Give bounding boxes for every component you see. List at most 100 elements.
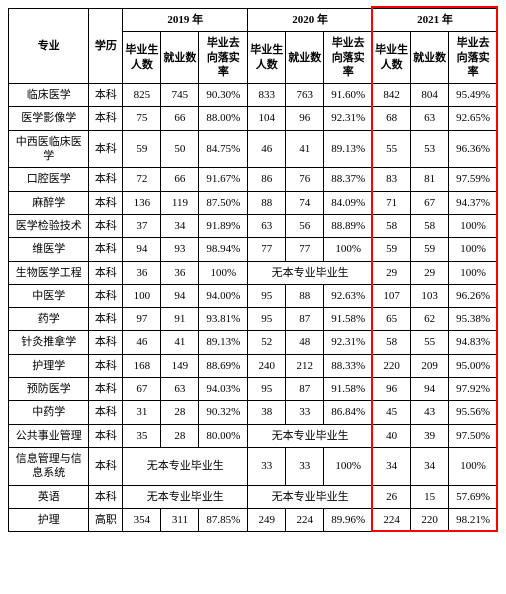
header-grads: 毕业生人数 [373,32,411,84]
cell-rate: 91.67% [199,168,248,191]
table-row: 针灸推拿学本科464189.13%524892.31%585594.83% [9,331,498,354]
cell-grads: 33 [248,447,286,485]
cell-rate: 98.94% [199,238,248,261]
cell-employed: 33 [286,401,324,424]
cell-grads: 97 [123,308,161,331]
cell-employed: 88 [286,284,324,307]
cell-degree: 本科 [89,214,123,237]
cell-grads: 95 [248,378,286,401]
cell-employed: 209 [411,354,449,377]
cell-employed: 63 [411,107,449,130]
cell-rate: 100% [449,261,498,284]
cell-rate: 88.00% [199,107,248,130]
cell-employed: 96 [286,107,324,130]
cell-rate: 97.50% [449,424,498,447]
cell-employed: 53 [411,130,449,168]
cell-employed: 94 [411,378,449,401]
cell-grads: 46 [123,331,161,354]
cell-rate: 93.81% [199,308,248,331]
table-row: 医学检验技术本科373491.89%635688.89%5858100% [9,214,498,237]
cell-no-grads: 无本专业毕业生 [248,485,373,508]
cell-degree: 本科 [89,84,123,107]
cell-grads: 63 [248,214,286,237]
cell-employed: 87 [286,378,324,401]
table-row: 医学影像学本科756688.00%1049692.31%686392.65% [9,107,498,130]
cell-employed: 311 [161,508,199,531]
cell-degree: 本科 [89,284,123,307]
cell-degree: 本科 [89,191,123,214]
cell-employed: 745 [161,84,199,107]
cell-grads: 46 [248,130,286,168]
header-rate: 毕业去向落实率 [324,32,373,84]
cell-employed: 87 [286,308,324,331]
cell-rate: 100% [324,238,373,261]
cell-degree: 本科 [89,485,123,508]
cell-major: 中药学 [9,401,89,424]
cell-rate: 88.37% [324,168,373,191]
cell-no-grads: 无本专业毕业生 [123,447,248,485]
cell-employed: 66 [161,107,199,130]
cell-grads: 95 [248,308,286,331]
cell-rate: 96.36% [449,130,498,168]
cell-major: 麻醉学 [9,191,89,214]
cell-major: 医学影像学 [9,107,89,130]
cell-major: 医学检验技术 [9,214,89,237]
cell-employed: 34 [411,447,449,485]
cell-employed: 33 [286,447,324,485]
cell-employed: 59 [411,238,449,261]
cell-grads: 136 [123,191,161,214]
cell-rate: 84.09% [324,191,373,214]
cell-rate: 97.92% [449,378,498,401]
cell-grads: 38 [248,401,286,424]
table-row: 中西医临床医学本科595084.75%464189.13%555396.36% [9,130,498,168]
cell-employed: 41 [161,331,199,354]
cell-major: 生物医学工程 [9,261,89,284]
cell-rate: 80.00% [199,424,248,447]
table-row: 预防医学本科676394.03%958791.58%969497.92% [9,378,498,401]
employment-table: 专业 学历 2019 年 2020 年 2021 年 毕业生人数 就业数 毕业去… [8,8,498,532]
table-row: 英语本科无本专业毕业生无本专业毕业生261557.69% [9,485,498,508]
cell-employed: 28 [161,424,199,447]
cell-employed: 91 [161,308,199,331]
cell-employed: 77 [286,238,324,261]
cell-rate: 89.13% [324,130,373,168]
cell-degree: 高职 [89,508,123,531]
cell-employed: 62 [411,308,449,331]
cell-rate: 100% [199,261,248,284]
cell-grads: 842 [373,84,411,107]
cell-grads: 36 [123,261,161,284]
cell-employed: 58 [411,214,449,237]
cell-employed: 67 [411,191,449,214]
header-major: 专业 [9,9,89,84]
cell-grads: 58 [373,214,411,237]
cell-rate: 87.85% [199,508,248,531]
cell-grads: 59 [373,238,411,261]
table-row: 护理高职35431187.85%24922489.96%22422098.21% [9,508,498,531]
table-row: 信息管理与信息系统本科无本专业毕业生3333100%3434100% [9,447,498,485]
cell-degree: 本科 [89,238,123,261]
cell-major: 针灸推拿学 [9,331,89,354]
cell-rate: 87.50% [199,191,248,214]
cell-major: 信息管理与信息系统 [9,447,89,485]
cell-rate: 98.21% [449,508,498,531]
table-row: 中医学本科1009494.00%958892.63%10710396.26% [9,284,498,307]
cell-employed: 74 [286,191,324,214]
cell-employed: 63 [161,378,199,401]
cell-rate: 95.38% [449,308,498,331]
header-employed: 就业数 [411,32,449,84]
cell-grads: 83 [373,168,411,191]
cell-rate: 94.83% [449,331,498,354]
cell-major: 预防医学 [9,378,89,401]
cell-grads: 96 [373,378,411,401]
cell-degree: 本科 [89,401,123,424]
cell-grads: 224 [373,508,411,531]
cell-employed: 41 [286,130,324,168]
header-degree: 学历 [89,9,123,84]
cell-grads: 825 [123,84,161,107]
table-body: 临床医学本科82574590.30%83376391.60%84280495.4… [9,84,498,532]
cell-rate: 88.89% [324,214,373,237]
cell-rate: 86.84% [324,401,373,424]
cell-rate: 89.96% [324,508,373,531]
cell-grads: 58 [373,331,411,354]
cell-grads: 833 [248,84,286,107]
